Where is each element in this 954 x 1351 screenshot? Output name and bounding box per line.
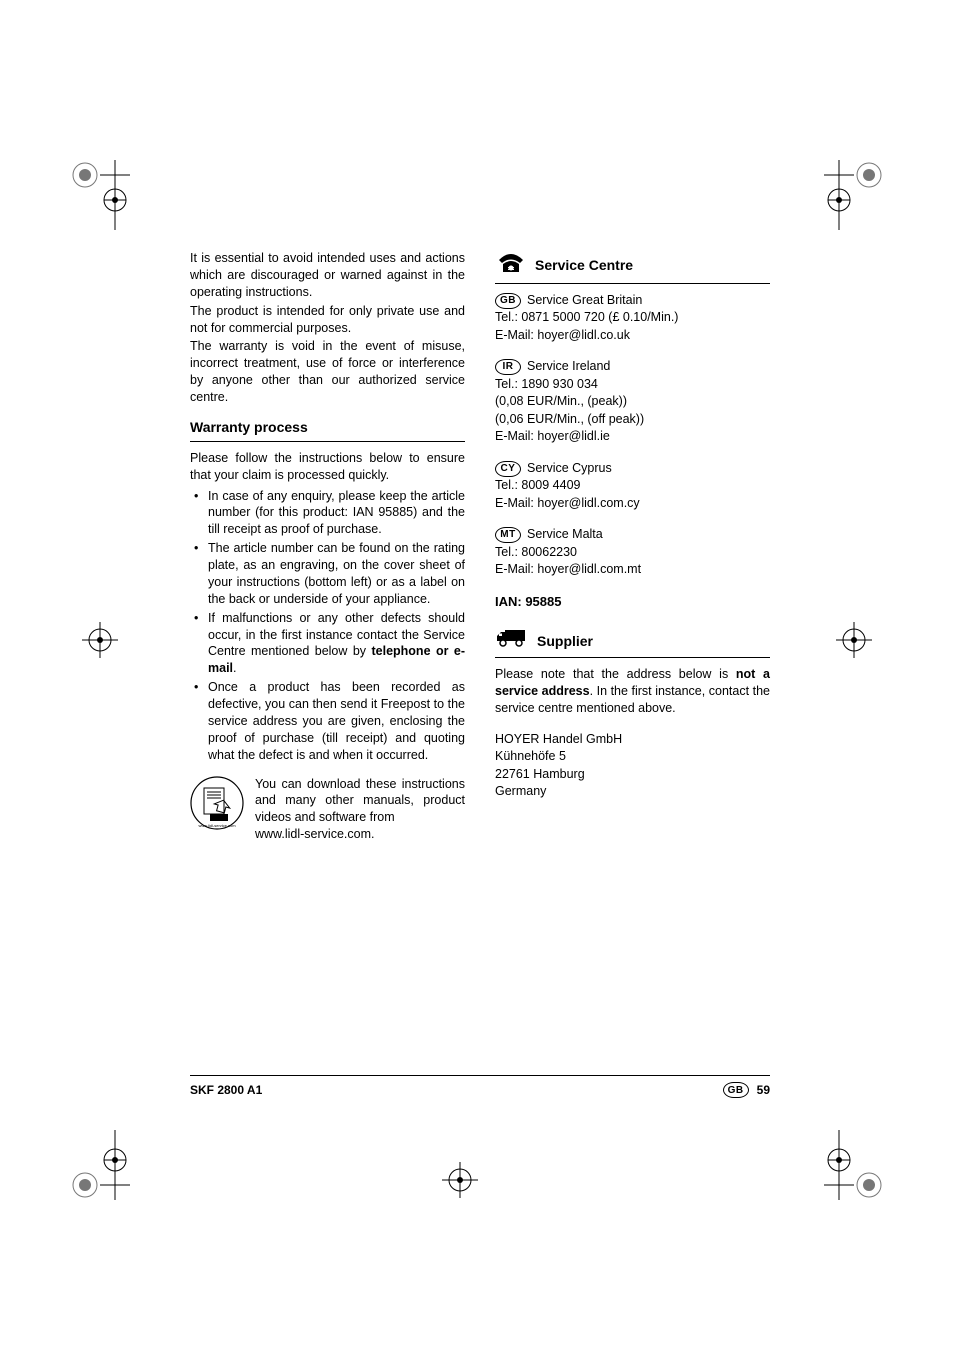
supplier-note-a: Please note that the address below is (495, 667, 736, 681)
supplier-heading-row: Supplier (495, 628, 770, 655)
footer-page-number: 59 (757, 1083, 770, 1097)
crop-mark-bottom-right (824, 1130, 884, 1220)
warranty-rule (190, 441, 465, 442)
addr-4: Germany (495, 783, 770, 801)
page-footer: SKF 2800 A1 GB 59 (190, 1075, 770, 1098)
truck-icon (495, 628, 529, 655)
crop-mark-mid-left (80, 620, 120, 660)
download-icon: www.lidl-service.com (190, 776, 245, 831)
ir-badge: IR (495, 359, 521, 375)
gb-email: E-Mail: hoyer@lidl.co.uk (495, 327, 770, 345)
bullet-2: The article number can be found on the r… (190, 540, 465, 608)
crop-mark-mid-right (834, 620, 874, 660)
page-content: It is essential to avoid intended uses a… (190, 250, 770, 843)
ian-number: IAN: 95885 (495, 593, 770, 611)
cy-tel: Tel.: 8009 4409 (495, 477, 770, 495)
cy-badge: CY (495, 461, 521, 477)
download-url: www.lidl-service.com. (255, 827, 374, 841)
crop-mark-top-left (70, 140, 130, 230)
phone-icon (495, 250, 527, 281)
service-gb: GB Service Great Britain Tel.: 0871 5000… (495, 292, 770, 345)
bullet-4: Once a product has been recorded as defe… (190, 679, 465, 763)
service-cy: CY Service Cyprus Tel.: 8009 4409 E-Mail… (495, 460, 770, 513)
service-centre-heading-row: Service Centre (495, 250, 770, 281)
svg-text:www.lidl-service.com: www.lidl-service.com (198, 823, 236, 828)
footer-model: SKF 2800 A1 (190, 1083, 262, 1097)
ir-tel: Tel.: 1890 930 034 (495, 376, 770, 394)
footer-rule (190, 1075, 770, 1076)
intro-para-2: The product is intended for only private… (190, 303, 465, 337)
gb-name: Service Great Britain (527, 292, 642, 310)
addr-2: Kühnehöfe 5 (495, 748, 770, 766)
mt-email: E-Mail: hoyer@lidl.com.mt (495, 561, 770, 579)
warranty-bullets: In case of any enquiry, please keep the … (190, 488, 465, 764)
addr-3: 22761 Hamburg (495, 766, 770, 784)
supplier-address: HOYER Handel GmbH Kühnehöfe 5 22761 Hamb… (495, 731, 770, 801)
crop-mark-bottom-center (440, 1160, 480, 1200)
service-centre-heading: Service Centre (535, 256, 633, 275)
gb-tel: Tel.: 0871 5000 720 (£ 0.10/Min.) (495, 309, 770, 327)
bullet-3: If malfunctions or any other defects sho… (190, 610, 465, 678)
mt-badge: MT (495, 527, 521, 543)
ir-name: Service Ireland (527, 358, 610, 376)
gb-badge: GB (495, 293, 521, 309)
addr-1: HOYER Handel GmbH (495, 731, 770, 749)
ir-rate2: (0,06 EUR/Min., (off peak)) (495, 411, 770, 429)
cy-name: Service Cyprus (527, 460, 612, 478)
intro-para-1: It is essential to avoid intended uses a… (190, 250, 465, 301)
supplier-rule (495, 657, 770, 658)
right-column: Service Centre GB Service Great Britain … (495, 250, 770, 843)
download-text-body: You can download these instructions and … (255, 777, 465, 825)
intro-para-3: The warranty is void in the event of mis… (190, 338, 465, 406)
footer-country-badge: GB (723, 1082, 749, 1098)
supplier-note: Please note that the address below is no… (495, 666, 770, 717)
supplier-heading: Supplier (537, 632, 593, 651)
warranty-heading: Warranty process (190, 418, 465, 437)
ir-rate1: (0,08 EUR/Min., (peak)) (495, 393, 770, 411)
service-mt: MT Service Malta Tel.: 80062230 E-Mail: … (495, 526, 770, 579)
warranty-intro: Please follow the instructions below to … (190, 450, 465, 484)
service-rule (495, 283, 770, 284)
ir-email: E-Mail: hoyer@lidl.ie (495, 428, 770, 446)
crop-mark-bottom-left (70, 1130, 130, 1220)
service-ir: IR Service Ireland Tel.: 1890 930 034 (0… (495, 358, 770, 446)
mt-name: Service Malta (527, 526, 603, 544)
crop-mark-top-right (824, 140, 884, 230)
left-column: It is essential to avoid intended uses a… (190, 250, 465, 843)
bullet-3-c: . (233, 661, 236, 675)
download-text: You can download these instructions and … (255, 776, 465, 844)
mt-tel: Tel.: 80062230 (495, 544, 770, 562)
download-box: www.lidl-service.com You can download th… (190, 776, 465, 844)
cy-email: E-Mail: hoyer@lidl.com.cy (495, 495, 770, 513)
bullet-1: In case of any enquiry, please keep the … (190, 488, 465, 539)
